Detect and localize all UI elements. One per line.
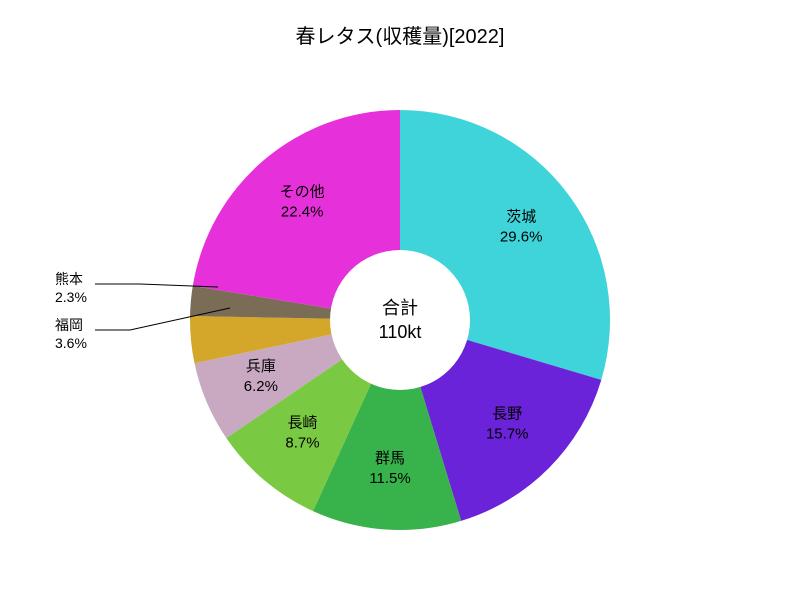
pie-center-hole xyxy=(330,250,470,390)
slice-label-name-茨城: 茨城 xyxy=(506,209,536,226)
slice-label-pct-群馬: 11.5% xyxy=(369,470,410,487)
slice-label-pct-茨城: 29.6% xyxy=(500,229,543,246)
slice-label-name-兵庫: 兵庫 xyxy=(246,358,276,375)
ext-label-name-福岡: 福岡 xyxy=(55,317,83,333)
ext-label-name-熊本: 熊本 xyxy=(55,271,83,287)
center-label-top: 合計 xyxy=(382,298,418,318)
slice-label-pct-長野: 15.7% xyxy=(486,426,529,443)
ext-label-pct-熊本: 2.3% xyxy=(55,289,87,305)
slice-label-name-長野: 長野 xyxy=(492,406,522,423)
center-label-bottom: 110kt xyxy=(379,322,422,342)
slice-label-pct-その他: 22.4% xyxy=(281,204,324,221)
pie-chart: 茨城 29.6% 長野 15.7% 群馬 11.5% 長崎 8.7% 兵庫 6.2% その他 22.4… xyxy=(0,0,800,600)
slice-label-name-長崎: 長崎 xyxy=(288,415,318,432)
slice-label-pct-兵庫: 6.2% xyxy=(244,378,278,395)
slice-label-name-その他: その他 xyxy=(280,184,325,201)
ext-label-pct-福岡: 3.6% xyxy=(55,335,87,351)
slice-label-name-群馬: 群馬 xyxy=(375,450,405,467)
slice-label-pct-長崎: 8.7% xyxy=(285,435,319,452)
chart-container: 春レタス(収穫量)[2022] 茨城29.6%長野15.7%群馬11.5%長崎8… xyxy=(0,0,800,600)
